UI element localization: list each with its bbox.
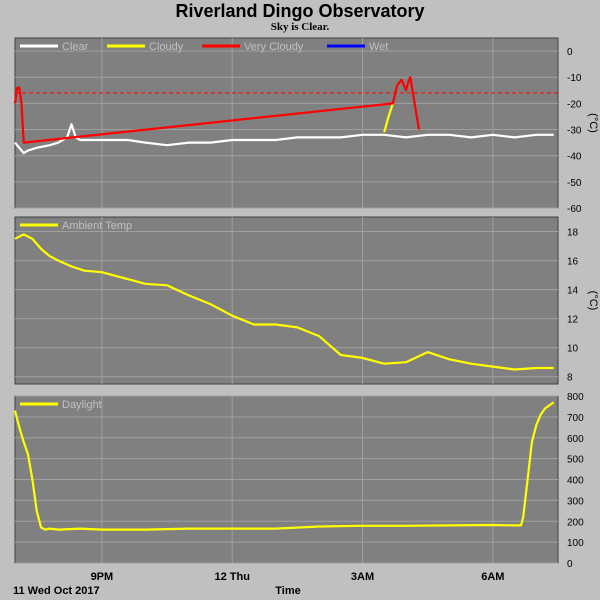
ytick-label: 16 [567, 257, 579, 268]
ytick-label: 10 [567, 344, 579, 355]
legend-label: Clear [62, 41, 89, 53]
xtick-label: 3AM [351, 571, 374, 583]
series-line-sky-1 [383, 103, 394, 133]
ytick-label: -60 [567, 204, 582, 215]
legend-label: Ambient Temp [62, 220, 132, 232]
y-axis-label: (°C) [587, 113, 599, 133]
ytick-label: 8 [567, 373, 573, 384]
legend-label: Very Cloudy [244, 41, 304, 53]
legend-label: Cloudy [149, 41, 184, 53]
ytick-label: 0 [567, 47, 573, 58]
chart-subtitle: Sky is Clear. [270, 21, 330, 33]
ytick-label: 100 [567, 538, 584, 549]
series-line-sky-0 [14, 123, 554, 155]
x-axis-label: Time [275, 585, 300, 597]
ytick-label: 0 [567, 559, 573, 570]
plot-area-ambient [14, 216, 559, 385]
ytick-label: 200 [567, 517, 584, 528]
plot-area-sky [14, 37, 559, 209]
ytick-label: 12 [567, 315, 579, 326]
ytick-label: -50 [567, 178, 582, 189]
series-line-ambient-0 [14, 233, 554, 371]
series-line-sky-2 [13, 76, 421, 144]
legend-label: Wet [369, 41, 388, 53]
ytick-label: 500 [567, 455, 584, 466]
chart-title: Riverland Dingo Observatory [175, 1, 425, 21]
series-line-daylight-0 [13, 401, 555, 531]
date-label: 11 Wed Oct 2017 [13, 585, 100, 597]
xtick-label: 12 Thu [214, 571, 249, 583]
ytick-label: 800 [567, 392, 584, 403]
ytick-label: -10 [567, 73, 582, 84]
legend-label: Daylight [62, 399, 102, 411]
ytick-label: 14 [567, 286, 579, 297]
xtick-label: 6AM [481, 571, 504, 583]
ytick-label: -20 [567, 99, 582, 110]
ytick-label: 700 [567, 413, 584, 424]
ytick-label: -30 [567, 126, 582, 137]
ytick-label: 18 [567, 228, 579, 239]
ytick-label: -40 [567, 152, 582, 163]
xtick-label: 9PM [91, 571, 114, 583]
ytick-label: 400 [567, 476, 584, 487]
ytick-label: 300 [567, 496, 584, 507]
y-axis-label: (°C) [587, 291, 599, 311]
ytick-label: 600 [567, 434, 584, 445]
